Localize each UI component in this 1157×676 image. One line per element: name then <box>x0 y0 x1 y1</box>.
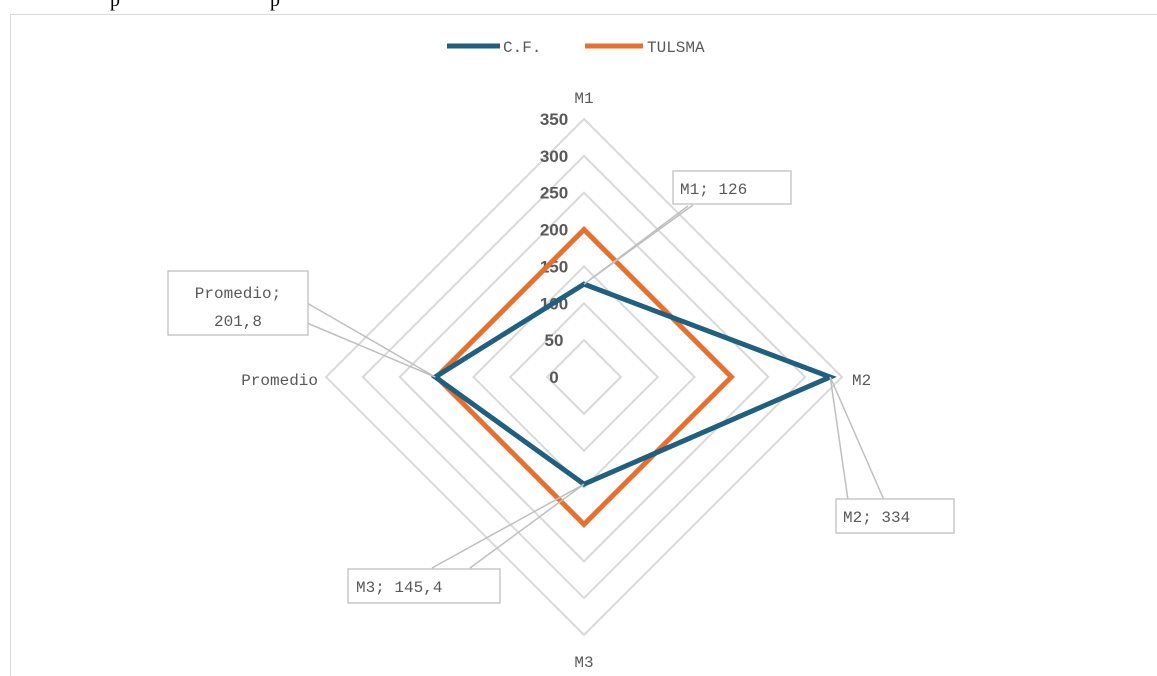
leader-m1 <box>583 204 694 285</box>
category-label-m2: M2 <box>852 372 871 390</box>
tick-label-300: 300 <box>540 147 568 166</box>
tick-label-0: 0 <box>549 368 558 387</box>
category-label-promedio: Promedio <box>241 372 318 390</box>
gridline-ring-4 <box>435 228 733 526</box>
data-label-m3-text: M3; 145,4 <box>356 579 442 597</box>
chart-area-border <box>10 14 1157 676</box>
legend: C.F. TULSMA <box>447 39 705 57</box>
category-label-m1: M1 <box>574 90 593 108</box>
leader-m2 <box>829 376 885 501</box>
data-label-m2: M2; 334 <box>835 498 955 534</box>
caption-fragment-strip: p p <box>0 0 1157 14</box>
tick-label-250: 250 <box>540 184 568 203</box>
gridline-ring-3 <box>472 265 696 489</box>
gridline-ring-7 <box>324 117 844 637</box>
cropped-caption-text: p p <box>110 0 280 11</box>
category-labels: M1 M2 M3 Promedio <box>241 90 871 672</box>
data-label-m1: M1; 126 <box>672 170 792 205</box>
tick-label-200: 200 <box>540 221 568 240</box>
tick-label-50: 50 <box>545 331 564 350</box>
gridline-ring-1 <box>545 338 623 416</box>
data-label-m1-text: M1; 126 <box>680 181 747 199</box>
radial-tick-labels: 0 50 100 150 200 250 300 350 <box>540 110 568 387</box>
data-label-m3: M3; 145,4 <box>347 568 501 604</box>
gridline-ring-5 <box>398 191 770 563</box>
data-series <box>430 226 837 528</box>
gridline-ring-2 <box>508 301 660 453</box>
legend-label-cf: C.F. <box>503 39 541 57</box>
data-label-m2-text: M2; 334 <box>843 509 910 527</box>
data-labels: M1; 126 M2; 334 M3; 145,4 Promedio; 201,… <box>167 170 955 604</box>
data-label-promedio-line1: Promedio; <box>195 285 281 303</box>
series-tulsma-line <box>433 226 735 528</box>
data-label-promedio-line2: 201,8 <box>214 313 262 331</box>
tick-label-350: 350 <box>540 110 568 129</box>
leader-m3 <box>431 483 585 569</box>
data-label-leaders <box>306 204 885 569</box>
gridline-ring-6 <box>361 154 807 600</box>
tick-label-150: 150 <box>540 257 568 276</box>
legend-label-tulsma: TULSMA <box>647 39 705 57</box>
category-label-m3: M3 <box>574 654 593 672</box>
leader-promedio <box>306 302 436 378</box>
data-label-promedio: Promedio; 201,8 <box>167 270 309 336</box>
